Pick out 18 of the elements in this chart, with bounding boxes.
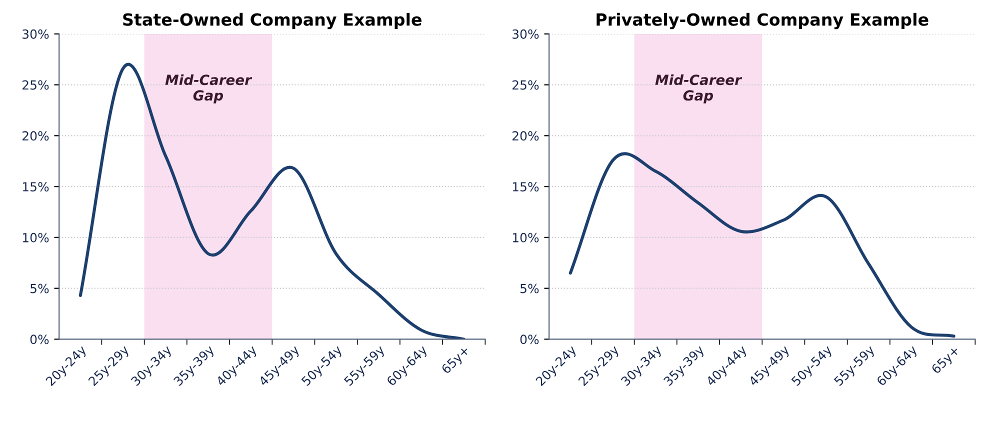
y-tick-label: 25%: [512, 80, 539, 90]
band-label: Mid-Career Gap: [165, 74, 252, 104]
y-tick-label: 0%: [30, 334, 49, 344]
y-tick-label: 20%: [512, 131, 539, 141]
y-tick-label: 5%: [30, 284, 49, 294]
y-tick-label: 30%: [512, 29, 539, 39]
chart-title: Privately-Owned Company Example: [596, 12, 928, 30]
y-tick-label: 10%: [512, 232, 539, 242]
y-tick-label: 30%: [22, 29, 49, 39]
band-label: Mid-Career Gap: [655, 74, 742, 104]
y-tick-label: 10%: [22, 232, 49, 242]
y-tick-label: 20%: [22, 131, 49, 141]
y-tick-label: 0%: [520, 334, 539, 344]
chart-title: State-Owned Company Example: [123, 12, 422, 30]
y-tick-label: 5%: [520, 284, 539, 294]
y-tick-label: 15%: [512, 182, 539, 192]
y-tick-label: 25%: [22, 80, 49, 90]
y-tick-label: 15%: [22, 182, 49, 192]
